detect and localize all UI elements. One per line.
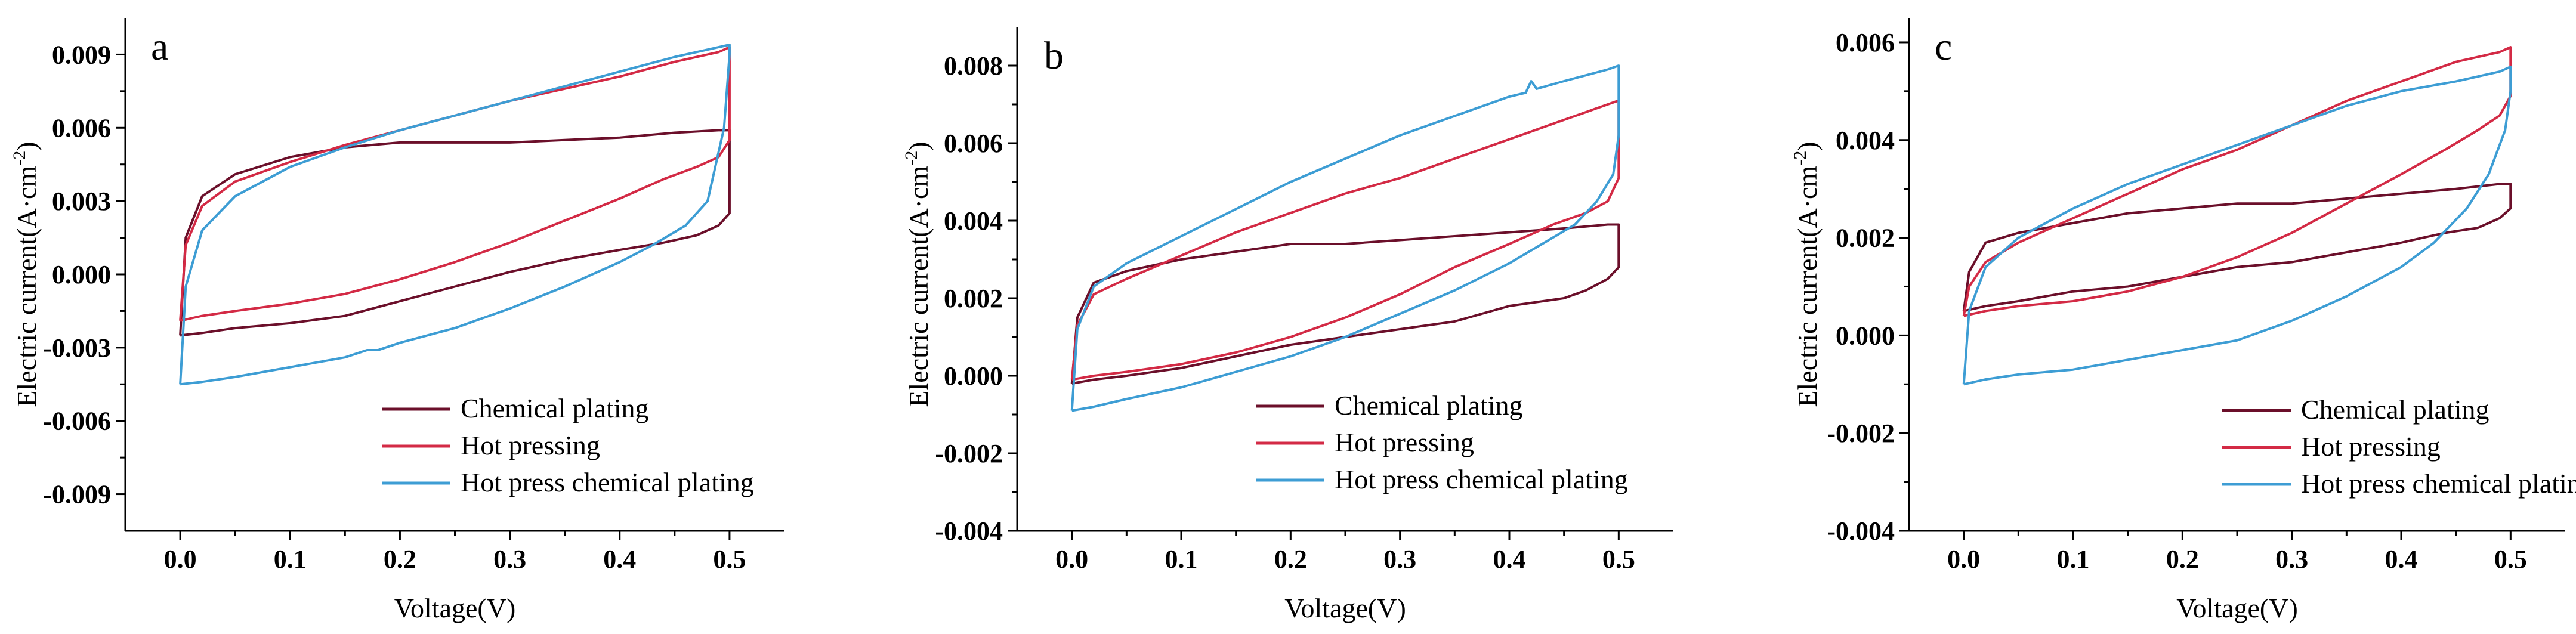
legend-label: Chemical plating [461, 393, 649, 423]
legend-label: Chemical plating [1335, 390, 1523, 420]
y-tick-label: -0.006 [43, 407, 111, 436]
panel-b: 0.0 0.1 0.2 0.3 0.4 0.5 -0.004 -0.002 0.000 0.002… [901, 27, 1673, 623]
x-tick-label: 0.0 [164, 545, 197, 574]
y-tick-label: -0.002 [1827, 419, 1895, 448]
legend-label: Hot pressing [1335, 427, 1474, 457]
y-axis-title: Electric current(A·cm-2) [1790, 141, 1823, 407]
y-tick-label: 0.006 [1836, 28, 1895, 57]
y-tick-label: 0.003 [52, 187, 111, 216]
y-tick-label: -0.004 [935, 517, 1003, 546]
x-tick-label: 0.1 [2057, 545, 2090, 574]
x-axis-title: Voltage(V) [2176, 593, 2298, 623]
series-hot-press-chemical-plating [1070, 64, 1620, 412]
series-chemical-plating [179, 129, 731, 337]
y-tick-label: 0.004 [1836, 126, 1895, 155]
y-tick-label: 0.008 [944, 51, 1003, 81]
y-tick-label: 0.000 [944, 361, 1003, 391]
x-tick-label: 0.0 [1947, 545, 1980, 574]
panel-a: 0.0 0.1 0.2 0.3 0.4 0.5 -0.009 -0.006 -0.003 0.00… [10, 18, 784, 623]
y-tick-label: 0.009 [52, 40, 111, 69]
panel-letter: c [1935, 25, 1952, 69]
series-chemical-plating [1070, 223, 1620, 385]
x-tick-label: 0.4 [2385, 545, 2418, 574]
series-hot-press-chemical-plating [179, 44, 731, 386]
legend-label: Hot press chemical plating [2301, 468, 2576, 499]
x-tick-label: 0.3 [1383, 545, 1416, 574]
y-axis-title: Electric current(A·cm-2) [10, 141, 42, 407]
x-tick-label: 0.4 [603, 545, 636, 574]
y-tick-label: 0.002 [944, 284, 1003, 313]
x-tick-label: 0.1 [1165, 545, 1198, 574]
y-tick-label: -0.009 [43, 480, 111, 509]
legend-label: Hot press chemical plating [1335, 464, 1628, 494]
series-hot-pressing [179, 46, 731, 322]
panel-letter: b [1044, 34, 1064, 78]
y-tick-label: 0.006 [52, 113, 111, 143]
y-axis-title: Electric current(A·cm-2) [901, 141, 934, 407]
y-tick-label: 0.000 [52, 260, 111, 289]
x-tick-label: 0.3 [2275, 545, 2308, 574]
y-tick-label: 0.002 [1836, 224, 1895, 253]
y-tick-label: 0.004 [944, 206, 1003, 236]
x-tick-label: 0.5 [2494, 545, 2527, 574]
x-tick-label: 0.2 [2166, 545, 2199, 574]
series-chemical-plating [1962, 183, 2512, 313]
x-tick-label: 0.5 [1602, 545, 1635, 574]
y-tick-label: -0.004 [1827, 517, 1895, 546]
x-tick-label: 0.1 [274, 545, 307, 574]
panel-c: 0.0 0.1 0.2 0.3 0.4 0.5 -0.004 -0.002 0.000 0.002… [1790, 18, 2576, 623]
panel-letter: a [151, 25, 168, 69]
x-axis-title: Voltage(V) [1284, 593, 1406, 623]
legend-label: Hot pressing [461, 430, 600, 460]
y-tick-label: 0.006 [944, 129, 1003, 158]
legend-label: Chemical plating [2301, 394, 2489, 425]
x-tick-label: 0.4 [1493, 545, 1526, 574]
legend-label: Hot pressing [2301, 431, 2441, 462]
x-axis-title: Voltage(V) [394, 593, 516, 623]
x-tick-label: 0.3 [493, 545, 526, 574]
x-tick-label: 0.0 [1055, 545, 1088, 574]
x-tick-label: 0.2 [1274, 545, 1307, 574]
y-tick-label: -0.002 [935, 439, 1003, 468]
legend-label: Hot press chemical plating [461, 467, 754, 497]
x-tick-label: 0.2 [384, 545, 416, 574]
series-hot-press-chemical-plating [1962, 65, 2512, 386]
x-tick-label: 0.5 [713, 545, 746, 574]
y-tick-label: -0.003 [43, 333, 111, 363]
y-tick-label: 0.000 [1836, 321, 1895, 350]
